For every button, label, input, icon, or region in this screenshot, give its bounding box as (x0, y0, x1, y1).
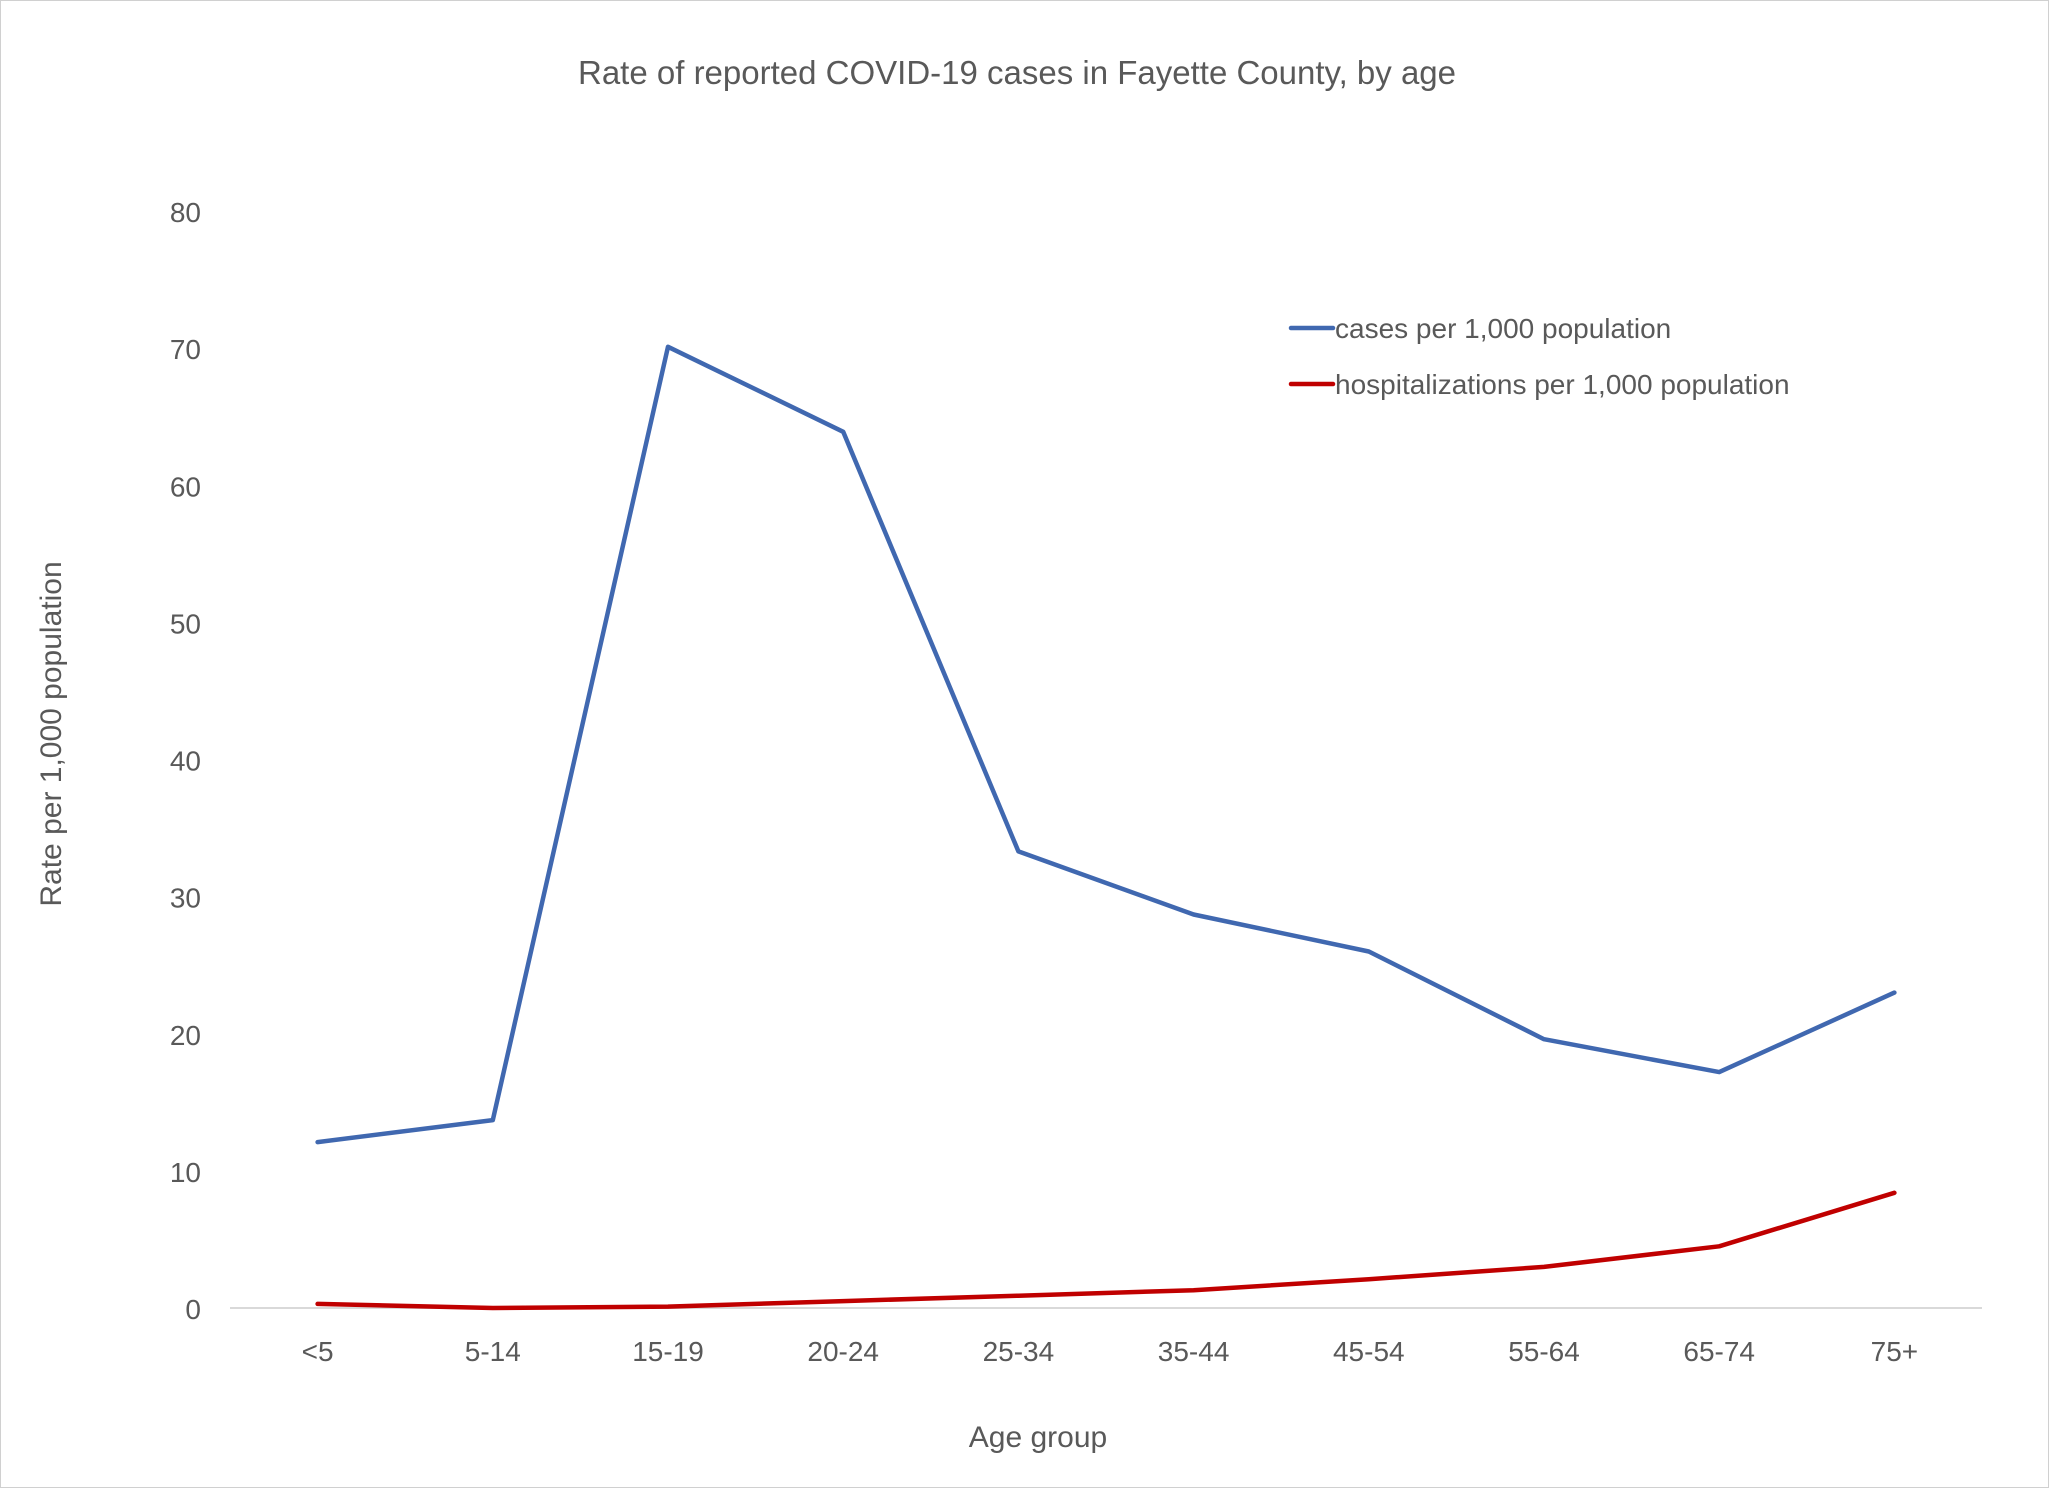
series-line-2 (318, 1193, 1895, 1308)
chart-title: Rate of reported COVID-19 cases in Fayet… (578, 54, 1456, 91)
x-tick-label: <5 (302, 1336, 334, 1367)
x-tick-label: 5-14 (465, 1336, 521, 1367)
y-tick-label: 80 (170, 197, 201, 228)
legend-label: cases per 1,000 population (1335, 313, 1671, 344)
x-tick-label: 45-54 (1333, 1336, 1405, 1367)
y-tick-label: 0 (185, 1294, 201, 1325)
x-tick-label: 65-74 (1683, 1336, 1755, 1367)
y-tick-label: 10 (170, 1157, 201, 1188)
x-tick-label: 55-64 (1508, 1336, 1580, 1367)
y-tick-label: 40 (170, 746, 201, 777)
x-tick-label: 25-34 (983, 1336, 1055, 1367)
y-tick-label: 30 (170, 883, 201, 914)
series-line-1 (318, 347, 1895, 1142)
x-tick-label: 15-19 (632, 1336, 704, 1367)
x-tick-label: 20-24 (807, 1336, 879, 1367)
y-tick-label: 70 (170, 334, 201, 365)
series-lines (318, 347, 1895, 1308)
x-tick-label: 75+ (1871, 1336, 1919, 1367)
x-axis-ticks: <5 5-14 15-19 20-24 25-34 35-44 45-54 55-64 65-7… (302, 1336, 1919, 1367)
y-axis-label: Rate per 1,000 population (35, 561, 68, 906)
y-axis-ticks: 0 10 20 30 40 50 60 70 80 (170, 197, 201, 1325)
y-tick-label: 60 (170, 471, 201, 502)
x-tick-label: 35-44 (1158, 1336, 1230, 1367)
legend: cases per 1,000 population hospitalizatio… (1291, 313, 1790, 400)
legend-label: hospitalizations per 1,000 population (1335, 369, 1790, 400)
y-tick-label: 20 (170, 1020, 201, 1051)
x-axis-label: Age group (969, 1421, 1107, 1454)
y-tick-label: 50 (170, 608, 201, 639)
